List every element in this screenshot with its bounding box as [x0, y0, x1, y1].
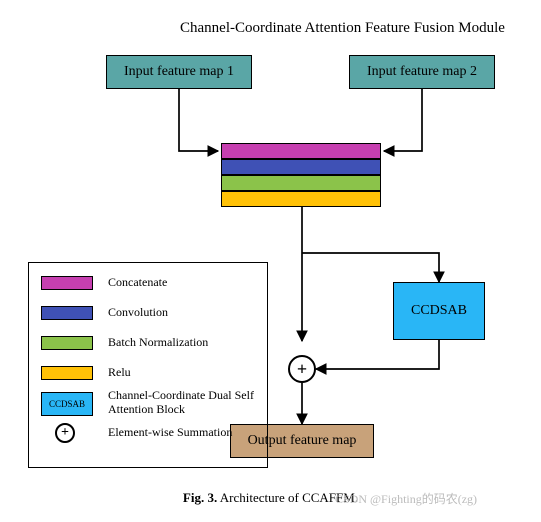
legend-label: Batch Normalization [108, 335, 258, 350]
node-ccdsab: CCDSAB [393, 282, 485, 340]
arrow [384, 89, 422, 151]
node-input2-label: Input feature map 2 [367, 64, 477, 80]
legend-label: Convolution [108, 305, 258, 320]
legend-swatch [41, 336, 93, 350]
legend-label: Channel-Coordinate Dual Self Attention B… [108, 388, 258, 416]
legend-swatch [41, 276, 93, 290]
legend-label: Concatenate [108, 275, 258, 290]
node-concat [221, 143, 381, 159]
plus-icon: + [297, 359, 307, 380]
arrow [179, 89, 218, 151]
node-bn [221, 175, 381, 191]
legend-swatch [41, 306, 93, 320]
node-input1-label: Input feature map 1 [124, 64, 234, 80]
legend-ccdsab-swatch: CCDSAB [41, 392, 93, 416]
node-relu [221, 191, 381, 207]
node-input2: Input feature map 2 [349, 55, 495, 89]
node-input1: Input feature map 1 [106, 55, 252, 89]
legend-label: Relu [108, 365, 258, 380]
caption-prefix: Fig. 3. [183, 490, 217, 505]
legend-label: Element-wise Summation [108, 425, 258, 440]
arrow [302, 253, 439, 282]
legend-plus-icon: + [55, 423, 75, 443]
node-ccdsab-label: CCDSAB [411, 303, 467, 319]
watermark-text: CSDN @Fighting的码农(zg) [335, 490, 477, 507]
legend-swatch [41, 366, 93, 380]
elementwise-sum-node: + [288, 355, 316, 383]
arrow [316, 340, 439, 369]
node-conv [221, 159, 381, 175]
